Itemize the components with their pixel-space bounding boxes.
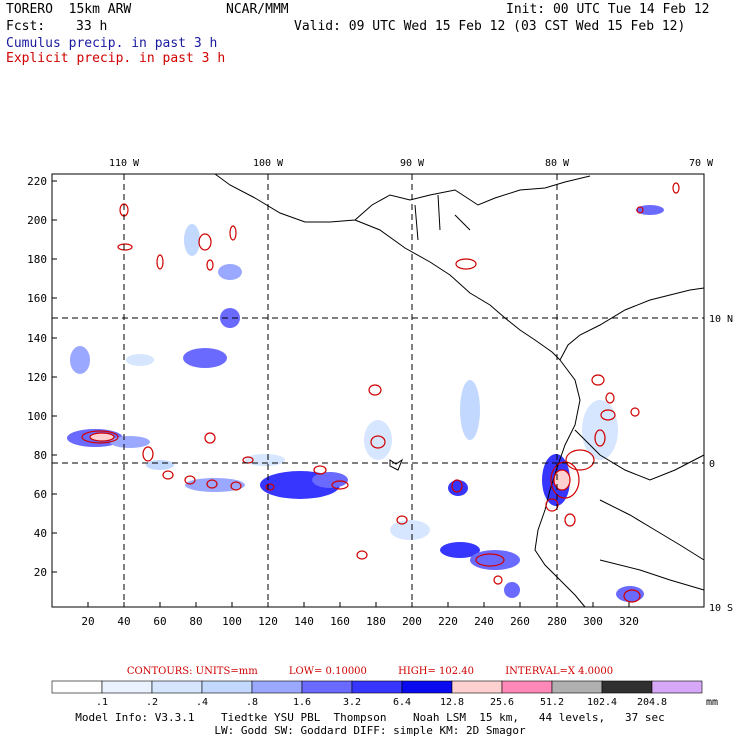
x-tick-label: 120 (258, 615, 278, 628)
y-tick-label: 140 (27, 332, 47, 345)
colorbar-label: .1 (96, 697, 108, 708)
x-tick-label: 320 (619, 615, 639, 628)
init-time: Init: 00 UTC Tue 14 Feb 12 (506, 2, 710, 17)
lat-lon-grid (52, 174, 704, 607)
explicit-legend: Explicit precip. in past 3 h (6, 51, 226, 66)
colorbar-label: .2 (146, 697, 158, 708)
colorbar-label: 12.8 (440, 697, 464, 708)
colorbar-label: 102.4 (587, 697, 617, 708)
lon-label: 80 W (545, 158, 570, 169)
y-tick-label: 40 (34, 527, 47, 540)
colorbar-swatch (151, 680, 203, 694)
x-tick-label: 160 (330, 615, 350, 628)
colorbar-labels: .1 .2 .4 .8 1.6 3.2 6.4 12.8 25.6 51.2 1… (96, 697, 718, 708)
x-tick-label: 140 (294, 615, 314, 628)
y-tick-label: 180 (27, 253, 47, 266)
x-tick-label: 20 (81, 615, 94, 628)
x-tick-label: 100 (222, 615, 242, 628)
colorbar-swatch (401, 680, 453, 694)
lat-label: 0 (709, 459, 715, 470)
contour-high: HIGH= 102.40 (398, 666, 475, 677)
y-tick-label: 20 (34, 566, 47, 579)
y-tick-label: 100 (27, 410, 47, 423)
colorbar-swatch (101, 680, 153, 694)
x-tick-label: 300 (583, 615, 603, 628)
contour-units: CONTOURS: UNITS=mm (126, 666, 258, 677)
model-name: TORERO 15km ARW (6, 2, 132, 17)
colorbar-swatch (551, 680, 603, 694)
org-name: NCAR/MMM (226, 2, 289, 17)
colorbar-label: 6.4 (393, 697, 411, 708)
x-tick-label: 60 (153, 615, 166, 628)
colorbar-swatch (201, 680, 253, 694)
model-info: Model Info: V3.3.1 Tiedtke YSU PBL Thomp… (75, 711, 665, 724)
contour-info: CONTOURS: UNITS=mm LOW= 0.10000 HIGH= 10… (0, 666, 740, 677)
colorbar-label: .8 (246, 697, 258, 708)
x-tick-label: 280 (547, 615, 567, 628)
contour-low: LOW= 0.10000 (288, 666, 367, 677)
valid-time: Valid: 09 UTC Wed 15 Feb 12 (03 CST Wed … (294, 19, 686, 34)
colorbar-label: 1.6 (293, 697, 311, 708)
colorbar-swatch (251, 680, 303, 694)
contour-interval: INTERVAL=X 4.0000 (505, 666, 614, 677)
lon-label: 90 W (400, 158, 425, 169)
colorbar-label: 51.2 (540, 697, 564, 708)
colorbar-label: 3.2 (343, 697, 361, 708)
colorbar-swatch (651, 680, 703, 694)
colorbar-swatch (501, 680, 553, 694)
physics-info: LW: Godd SW: Goddard DIFF: simple KM: 2D… (214, 724, 526, 737)
map-frame (51, 173, 705, 608)
axis-ticks (52, 180, 630, 607)
y-tick-label: 160 (27, 292, 47, 305)
x-tick-label: 220 (438, 615, 458, 628)
x-tick-label: 180 (366, 615, 386, 628)
lon-label: 110 W (109, 158, 140, 169)
lat-label: 10 S (709, 603, 733, 614)
colorbar (51, 680, 703, 694)
x-tick-label: 200 (402, 615, 422, 628)
y-tick-label: 80 (34, 449, 47, 462)
colorbar-swatch (451, 680, 503, 694)
lon-label: 70 W (689, 158, 714, 169)
colorbar-swatch (51, 680, 103, 694)
colorbar-label: .4 (196, 697, 208, 708)
colorbar-label: 25.6 (490, 697, 514, 708)
x-tick-label: 240 (474, 615, 494, 628)
lon-label: 100 W (253, 158, 284, 169)
y-tick-label: 220 (27, 175, 47, 188)
colorbar-swatch (301, 680, 353, 694)
cumulus-legend: Cumulus precip. in past 3 h (6, 36, 218, 51)
x-tick-label: 260 (510, 615, 530, 628)
x-tick-label: 40 (117, 615, 130, 628)
x-tick-label: 80 (189, 615, 202, 628)
y-tick-label: 60 (34, 488, 47, 501)
forecast-label: Fcst: (6, 19, 46, 34)
y-tick-label: 120 (27, 371, 47, 384)
cumulus-precip-areas (67, 205, 664, 602)
y-tick-labels: 220 200 180 160 140 120 100 80 60 40 20 (27, 175, 47, 579)
explicit-precip-contours (81, 182, 680, 603)
colorbar-label: 204.8 (637, 697, 667, 708)
forecast-hours: 33 h (76, 19, 108, 34)
lat-label: 10 N (709, 314, 733, 325)
lat-labels: 10 N 0 10 S (709, 314, 733, 614)
colorbar-swatch (601, 680, 653, 694)
y-tick-label: 200 (27, 214, 47, 227)
lon-labels: 110 W 100 W 90 W 80 W 70 W (109, 158, 714, 169)
colorbar-unit: mm (706, 697, 718, 708)
colorbar-swatch (351, 680, 403, 694)
x-tick-labels: 20 40 60 80 100 120 140 160 180 200 220 … (81, 615, 639, 628)
